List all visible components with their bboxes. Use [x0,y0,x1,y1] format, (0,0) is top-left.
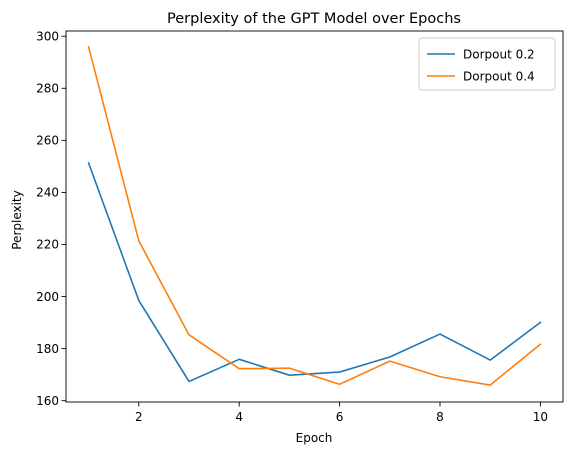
x-tick-label: 4 [235,410,243,424]
y-tick-label: 200 [36,290,59,304]
legend-box [418,37,556,91]
legend: Dorpout 0.2 Dorpout 0.4 [418,37,556,91]
y-tick-label: 260 [36,134,59,148]
x-tick-label: 6 [336,410,344,424]
y-tick-label: 180 [36,342,59,356]
legend-label: Dorpout 0.2 [463,47,535,61]
y-tick-label: 240 [36,186,59,200]
plot-area: 2 4 6 8 10 160 180 200 220 240 260 280 300 [36,29,564,424]
x-tick-label: 10 [533,410,548,424]
y-tick-label: 280 [36,81,59,95]
y-axis-label: Perplexity [10,190,24,250]
legend-label: Dorpout 0.4 [463,69,535,83]
y-tick-label: 220 [36,238,59,252]
chart-title: Perplexity of the GPT Model over Epochs [167,11,461,27]
series-line-2 [87,45,542,386]
y-tick-label: 160 [36,394,59,408]
series-line-1 [87,161,542,383]
x-tick-label: 2 [135,410,143,424]
y-tick-label: 300 [36,29,59,43]
x-axis-label: Epoch [296,431,333,445]
plot-frame [65,30,564,403]
x-tick-label: 8 [436,410,444,424]
